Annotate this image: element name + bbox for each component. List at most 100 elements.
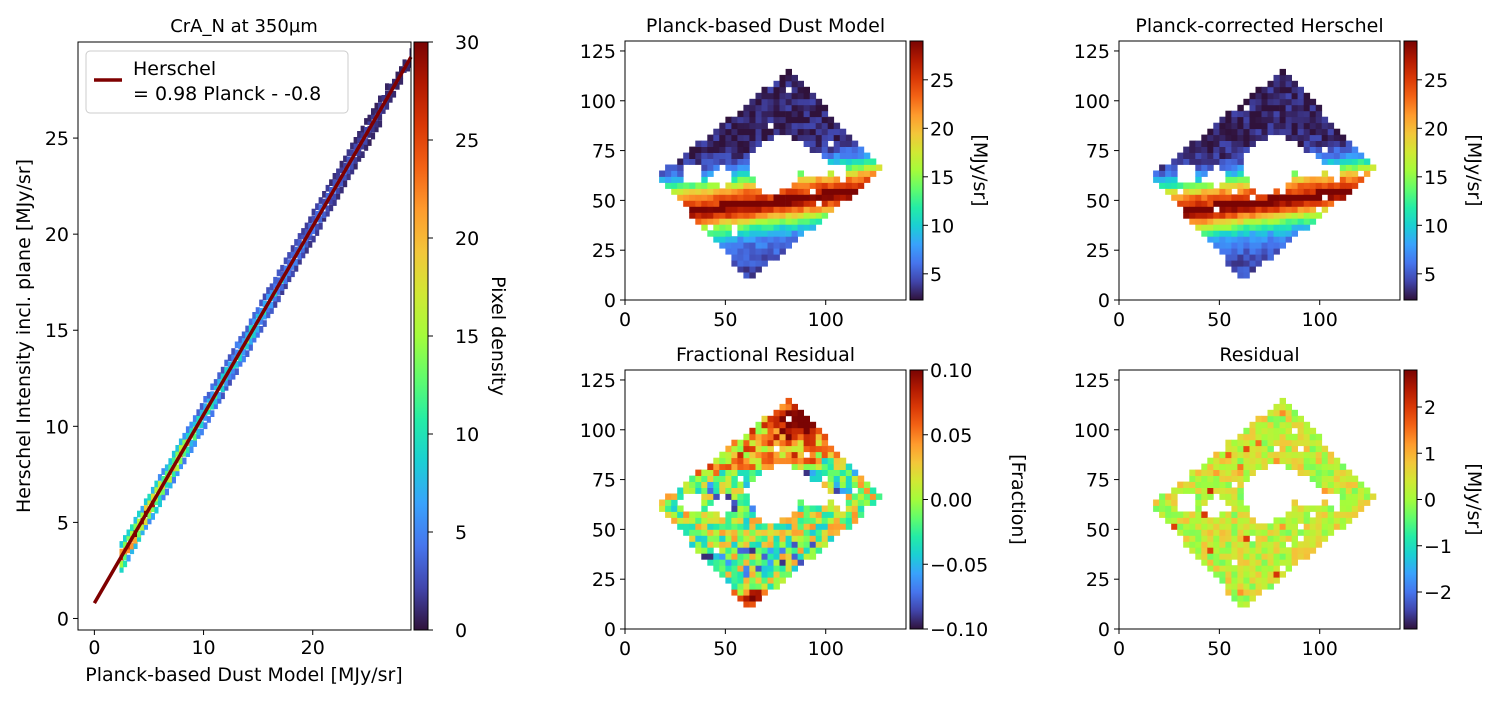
map-pixel: [815, 469, 823, 476]
map-pixel: [1303, 176, 1311, 183]
map-pixel: [1297, 517, 1304, 524]
map-pixel: [803, 92, 810, 100]
map-pixel: [1219, 140, 1226, 147]
map-pixel: [1279, 236, 1286, 243]
map-pixel: [773, 421, 780, 429]
map-pixel: [1267, 571, 1274, 578]
map-pixel: [1321, 445, 1329, 453]
map-pixel: [1165, 176, 1172, 183]
map-pixel: [1249, 541, 1256, 548]
map-pixel: [1243, 218, 1250, 225]
map-pixel: [815, 218, 823, 225]
map-pixel: [1261, 529, 1268, 536]
map-pixel: [731, 547, 738, 554]
map-pixel: [791, 541, 798, 548]
map-pixel: [809, 134, 817, 141]
map-pixel: [1201, 146, 1208, 153]
map-pixel: [1273, 529, 1280, 536]
map-pixel: [1333, 469, 1341, 476]
map-pixel: [689, 194, 696, 201]
map-pixel: [773, 122, 780, 130]
map-pixel: [1291, 415, 1298, 423]
y-tick-label: 50: [1086, 519, 1110, 541]
map-pixel: [1345, 493, 1353, 500]
density-bin: [143, 523, 148, 530]
map-pixel: [665, 499, 672, 506]
map-pixel: [1231, 170, 1238, 177]
map-pixel: [767, 212, 774, 219]
map-pixel: [1237, 571, 1244, 578]
map-pixel: [1309, 206, 1317, 213]
map-pixel: [1195, 487, 1202, 494]
map-pixel: [797, 439, 804, 447]
map-pixel: [785, 457, 792, 465]
map-pixel: [1285, 122, 1292, 130]
map-pixel: [749, 176, 756, 183]
map-pixel: [1261, 421, 1268, 429]
map-pixel: [761, 242, 768, 249]
map-pixel: [1195, 505, 1202, 512]
map-pixel: [713, 457, 720, 465]
density-bin: [150, 493, 155, 501]
map-pixel: [839, 146, 847, 153]
map-pixel: [1357, 164, 1365, 171]
map-pixel: [713, 230, 720, 237]
map-pixel: [1231, 571, 1238, 578]
density-bin: [213, 383, 218, 391]
map-pixel: [761, 212, 768, 219]
density-bin: [276, 277, 281, 285]
map-pixel: [1261, 134, 1268, 141]
map-pixel: [791, 134, 798, 141]
map-pixel: [779, 457, 786, 465]
map-pixel: [1339, 146, 1347, 153]
density-bin: [311, 235, 316, 243]
map-pixel: [1339, 481, 1347, 488]
map-pixel: [1303, 194, 1311, 201]
map-pixel: [1273, 457, 1280, 465]
map-pixel: [1357, 487, 1365, 494]
density-bin: [126, 529, 131, 537]
map-pixel: [1195, 535, 1202, 542]
map-pixel: [1201, 170, 1208, 177]
map-pixel: [1339, 517, 1347, 524]
map-pixel: [809, 457, 817, 465]
map-pixel: [707, 212, 714, 219]
map-pixel: [1231, 505, 1238, 512]
map-pixel: [1231, 122, 1238, 130]
map-pixel: [1291, 445, 1298, 453]
map-pixel: [659, 505, 666, 512]
map-pixel: [689, 511, 696, 518]
density-bin: [175, 449, 180, 457]
map-pixel: [689, 535, 696, 542]
map-pixel: [1237, 601, 1244, 608]
density-bin: [123, 560, 128, 568]
density-bin: [157, 500, 162, 508]
density-bin: [185, 432, 190, 440]
colorbar-tick-label: 0.10: [930, 360, 972, 382]
map-pixel: [731, 218, 738, 225]
map-pixel: [839, 194, 847, 201]
map-pixel: [773, 218, 780, 225]
density-bin: [409, 52, 411, 60]
density-bin: [248, 318, 253, 326]
map-pixel: [755, 140, 762, 147]
map-pixel: [1201, 134, 1208, 141]
density-bin: [210, 383, 215, 391]
map-pixel: [803, 505, 810, 512]
map-pixel: [1195, 475, 1202, 482]
map-pixel: [1237, 457, 1244, 465]
map-pixel: [1243, 200, 1250, 207]
density-bin: [143, 518, 148, 525]
map-pixel: [1315, 511, 1323, 518]
density-bin: [399, 78, 404, 85]
map-pixel: [827, 122, 835, 130]
map-pixel: [743, 571, 750, 578]
map-pixel: [803, 517, 810, 524]
map-pixel: [755, 439, 762, 447]
map-pixel: [785, 547, 792, 554]
map-pixel: [761, 463, 768, 470]
map-pixel: [1189, 182, 1196, 189]
x-tick-label: 100: [808, 309, 844, 331]
map-pixel: [1303, 553, 1311, 560]
